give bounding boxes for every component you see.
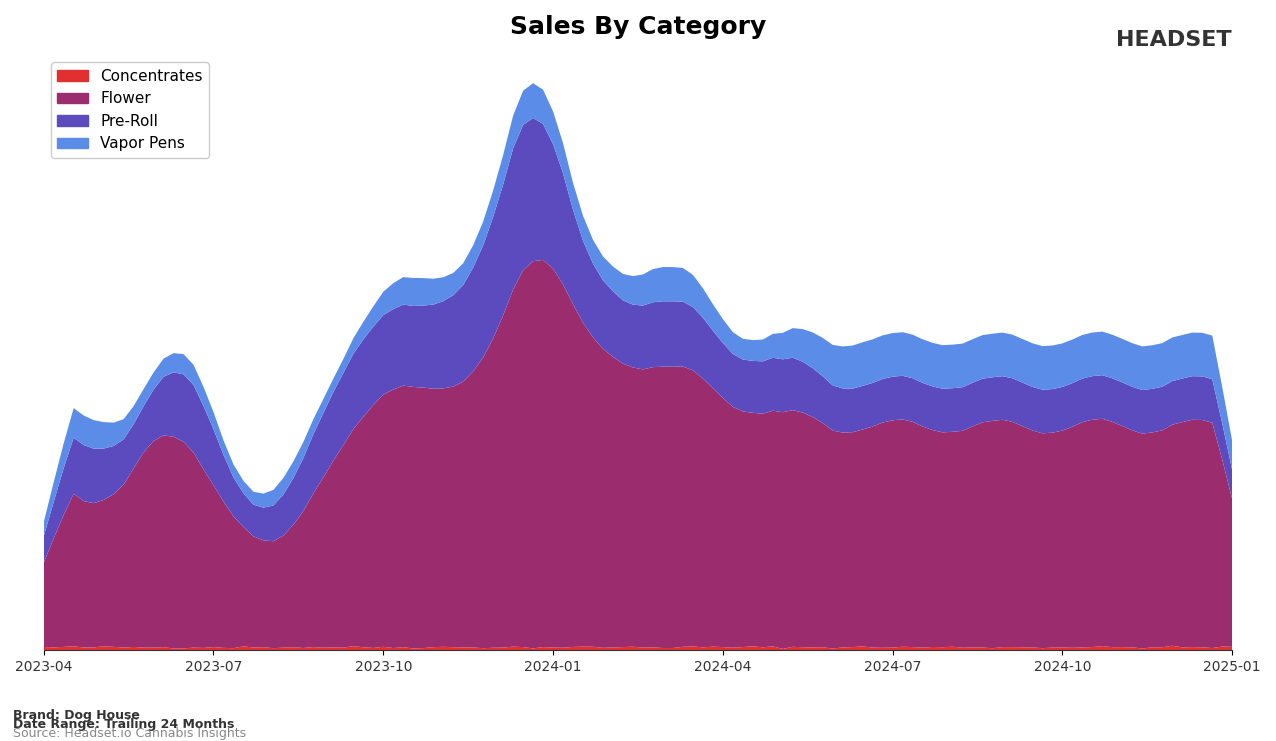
Text: HEADSET: HEADSET <box>1116 30 1231 50</box>
Title: Sales By Category: Sales By Category <box>510 15 766 39</box>
Text: Source: Headset.io Cannabis Insights: Source: Headset.io Cannabis Insights <box>13 727 246 740</box>
Text: Date Range: Trailing 24 Months: Date Range: Trailing 24 Months <box>13 718 234 731</box>
Legend: Concentrates, Flower, Pre-Roll, Vapor Pens: Concentrates, Flower, Pre-Roll, Vapor Pe… <box>51 62 209 158</box>
Text: Brand: Dog House: Brand: Dog House <box>13 709 139 722</box>
